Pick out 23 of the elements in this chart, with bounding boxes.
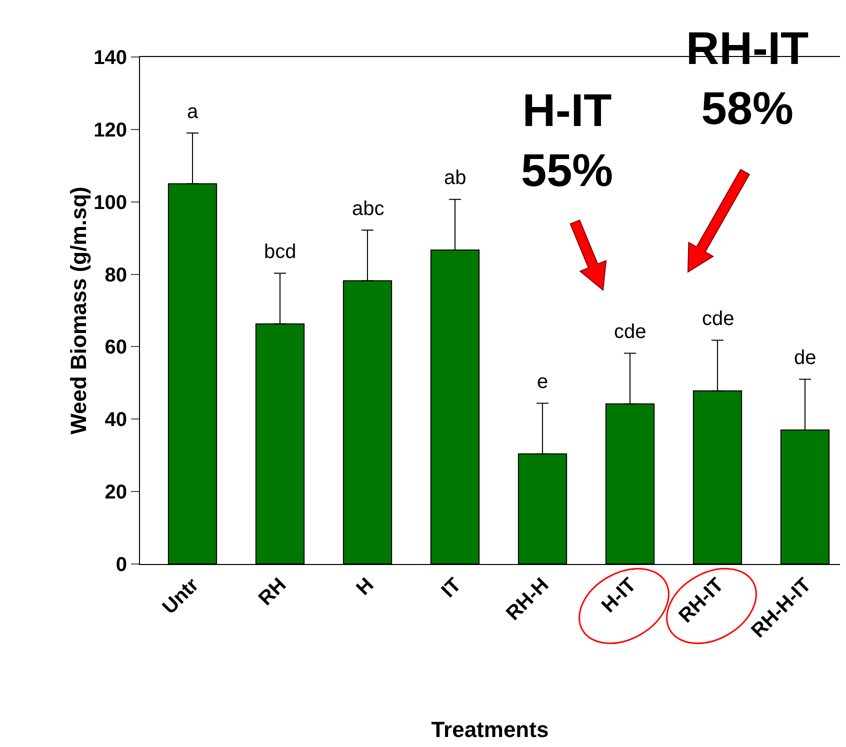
annotation: ab	[444, 167, 466, 189]
x-tick-label: Untr	[158, 574, 204, 619]
x-tick-label: RH	[254, 574, 291, 610]
x-tick-label: IT	[437, 574, 466, 602]
y-tick-label: 120	[94, 119, 127, 142]
annotation: abc	[352, 198, 384, 220]
y-tick-label: 140	[94, 47, 127, 69]
x-tick-label: H	[352, 574, 378, 600]
y-tick-label: 60	[104, 336, 127, 359]
annotation: de	[794, 347, 816, 369]
y-tick-label: 20	[104, 482, 127, 504]
y-tick-label: 80	[104, 264, 127, 286]
y-tick-label: 100	[94, 192, 127, 214]
y-axis-title: Weed Biomass (g/m.sq)	[66, 186, 91, 434]
x-axis-title: Treatments	[431, 717, 549, 742]
annotation: cde	[702, 308, 734, 330]
annotation: e	[537, 371, 548, 393]
y-tick-label: 0	[116, 554, 127, 576]
annotation: bcd	[264, 241, 296, 263]
annotation: cde	[614, 321, 646, 343]
y-tick-label: 40	[104, 409, 127, 432]
annotation: a	[187, 101, 199, 123]
annotation: H-IT 55%	[521, 84, 614, 196]
